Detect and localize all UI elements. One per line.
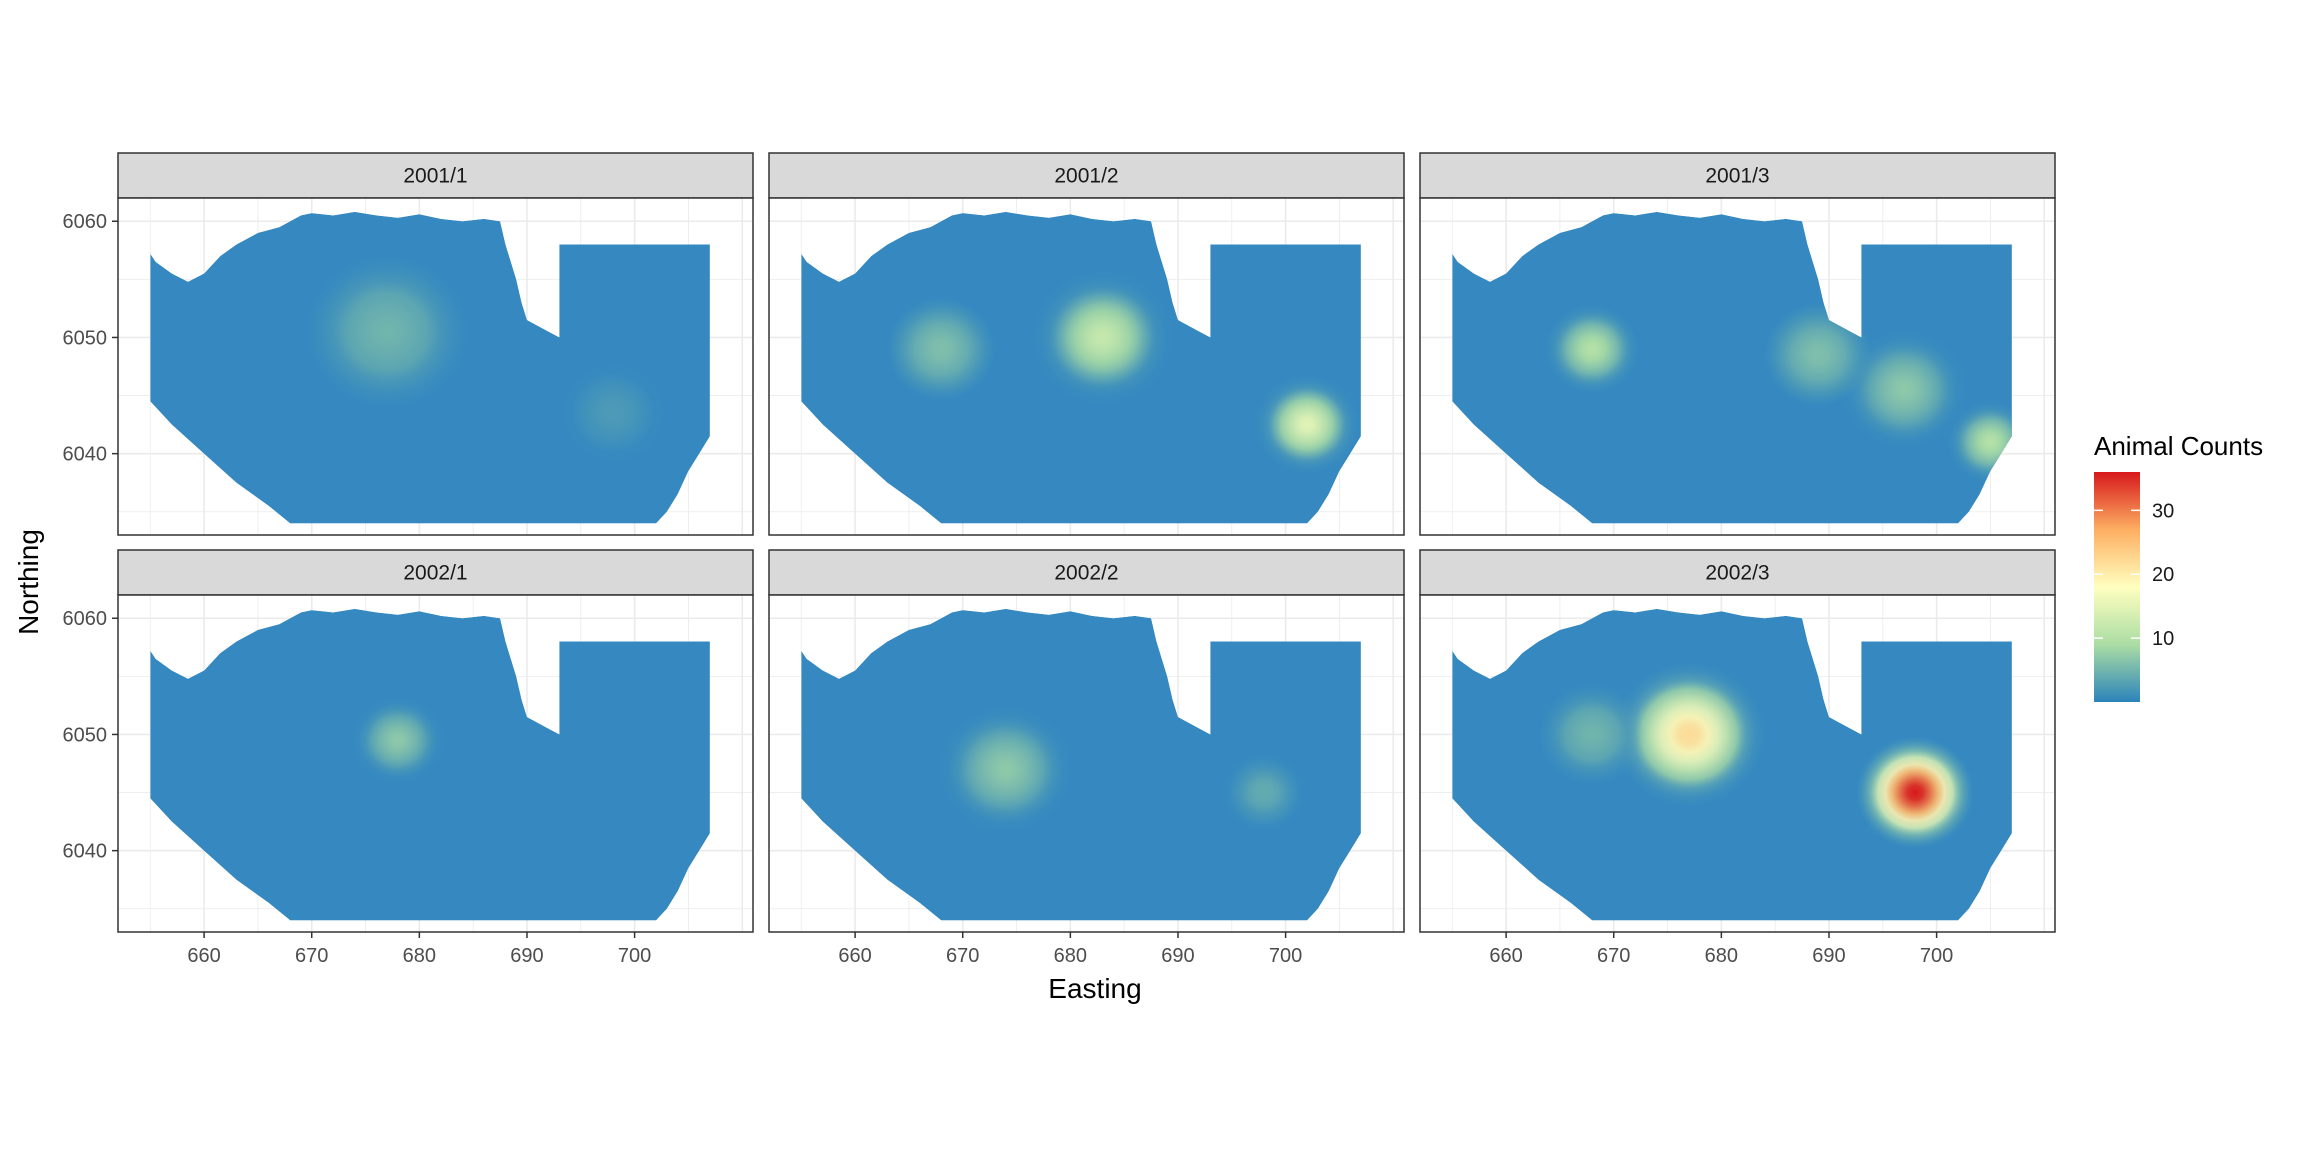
density-hotspot bbox=[1943, 397, 2012, 488]
density-region bbox=[801, 211, 1361, 524]
x-tick-label: 680 bbox=[403, 945, 436, 967]
density-hotspot bbox=[280, 230, 494, 433]
facet-strip-label: 2002/2 bbox=[1054, 562, 1118, 585]
facet-strip bbox=[117, 549, 754, 596]
x-tick-label: 690 bbox=[510, 945, 543, 967]
density-region bbox=[1452, 608, 2012, 921]
facet-strip-label: 2002/1 bbox=[403, 562, 467, 585]
density-hotspot bbox=[870, 281, 1013, 417]
density-hotspot bbox=[1855, 736, 1975, 849]
panel-border bbox=[768, 594, 1405, 933]
x-tick-label: 700 bbox=[1920, 945, 1953, 967]
facet-panel: 2001/2 bbox=[768, 152, 1405, 536]
x-tick-label: 670 bbox=[1597, 945, 1630, 967]
y-tick-label: 6050 bbox=[63, 724, 108, 746]
x-tick-label: 680 bbox=[1054, 945, 1087, 967]
facet-strip-label: 2001/3 bbox=[1705, 165, 1769, 188]
y-tick-label: 6060 bbox=[63, 608, 108, 630]
density-hotspot bbox=[1521, 666, 1664, 802]
facet-panel: 2002/1 6040 6050 6060 660 670 680 690 700 bbox=[63, 549, 754, 967]
facet-strip bbox=[1419, 152, 2056, 199]
facet-strip bbox=[117, 152, 754, 199]
facet-strip-label: 2001/1 bbox=[403, 165, 467, 188]
facet-panel: 2001/3 bbox=[1419, 152, 2056, 536]
density-hotspot bbox=[1255, 375, 1360, 475]
density-hotspot bbox=[1031, 269, 1174, 405]
panel-border bbox=[117, 594, 754, 933]
panel-border bbox=[768, 197, 1405, 536]
x-tick-label: 690 bbox=[1812, 945, 1845, 967]
y-axis-title: Northing bbox=[13, 529, 44, 635]
density-region bbox=[801, 608, 1361, 921]
legend-tick-label: 30 bbox=[2152, 500, 2174, 522]
x-tick-label: 660 bbox=[187, 945, 220, 967]
facet-panel: 2002/2 660 670 680 690 700 bbox=[768, 549, 1405, 967]
legend-title: Animal Counts bbox=[2094, 431, 2263, 461]
density-hotspot bbox=[1540, 299, 1645, 399]
density-region bbox=[1452, 211, 2012, 524]
x-tick-label: 680 bbox=[1705, 945, 1738, 967]
x-tick-label: 660 bbox=[1489, 945, 1522, 967]
y-tick-label: 6040 bbox=[63, 444, 108, 466]
x-axis-title: Easting bbox=[1048, 973, 1141, 1004]
density-hotspot bbox=[1833, 322, 1976, 458]
y-tick-label: 6060 bbox=[63, 211, 108, 233]
facet-panel: 2001/1 6040 6050 6060 bbox=[63, 152, 754, 536]
legend-colorbar bbox=[2094, 472, 2140, 702]
legend-tick-label: 10 bbox=[2152, 628, 2174, 650]
density-hotspot bbox=[345, 690, 450, 790]
density-hotspot bbox=[1204, 736, 1324, 849]
density-region bbox=[150, 608, 710, 921]
facet-strip bbox=[1419, 549, 2056, 596]
panel-border bbox=[1419, 594, 2056, 933]
density-region bbox=[150, 211, 710, 524]
x-tick-label: 660 bbox=[838, 945, 871, 967]
panel-border bbox=[1419, 197, 2056, 536]
panel-border bbox=[117, 197, 754, 536]
x-tick-label: 690 bbox=[1161, 945, 1194, 967]
x-tick-label: 670 bbox=[295, 945, 328, 967]
x-tick-label: 700 bbox=[1269, 945, 1302, 967]
y-tick-label: 6040 bbox=[63, 841, 108, 863]
facet-strip bbox=[768, 152, 1405, 199]
facet-panel: 2002/3 660 670 680 690 700 bbox=[1419, 549, 2056, 967]
density-hotspot bbox=[530, 334, 696, 492]
facet-strip-label: 2001/2 bbox=[1054, 165, 1118, 188]
x-tick-label: 700 bbox=[618, 945, 651, 967]
facet-strip bbox=[768, 549, 1405, 596]
legend-tick-label: 20 bbox=[2152, 564, 2174, 586]
facet-strip-label: 2002/3 bbox=[1705, 562, 1769, 585]
legend: Animal Counts 10 20 30 bbox=[2094, 431, 2263, 702]
y-tick-label: 6050 bbox=[63, 327, 108, 349]
density-hotspot bbox=[930, 697, 1082, 842]
x-tick-label: 670 bbox=[946, 945, 979, 967]
